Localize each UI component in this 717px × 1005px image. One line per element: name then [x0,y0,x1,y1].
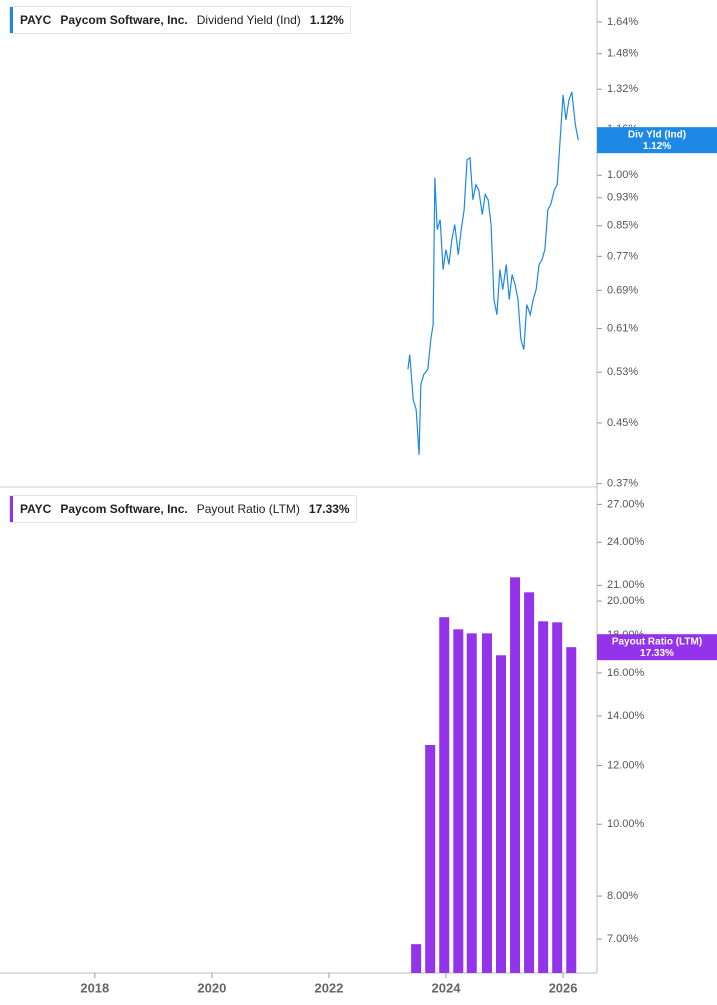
legend-title: Dividend Yield (Ind) [196,13,301,27]
y-tick-label: 21.00% [607,579,645,591]
y-tick-label: 0.85% [607,220,638,232]
company: Paycom Software, Inc. [60,502,188,516]
y-tick-label: 0.45% [607,417,638,429]
bar [466,633,477,973]
y-tick-label: 14.00% [607,710,645,722]
y-tick-label: 24.00% [607,536,645,548]
value-tag-box [597,634,717,661]
bar [496,655,507,973]
y-tick-label: 1.00% [607,169,638,181]
value-tag-value: 17.33% [640,648,674,659]
bar [453,629,464,973]
value-tag-label: Div Yld (Ind) [628,129,686,140]
value-tag-box [597,127,717,154]
current-value: 1.12% [309,13,344,27]
x-tick-label: 2026 [549,980,578,995]
value-tag-value: 1.12% [643,141,671,152]
value-tag: Payout Ratio (LTM)17.33% [597,634,717,661]
y-tick-label: 0.61% [607,322,638,334]
x-tick-label: 2024 [432,980,462,995]
company: Paycom Software, Inc. [60,13,188,27]
bar [411,944,422,973]
y-tick-label: 0.93% [607,192,638,204]
y-tick-label: 16.00% [607,667,645,679]
bar [552,622,563,973]
legend: PAYC Paycom Software, Inc. Dividend Yiel… [9,6,351,34]
current-value: 17.33% [308,502,350,516]
bar [524,592,535,973]
x-tick-label: 2022 [314,980,343,995]
bar [538,621,549,973]
y-tick-label: 20.00% [607,595,645,607]
y-tick-label: 0.69% [607,284,638,296]
y-tick-label: 0.37% [607,478,638,490]
y-tick-label: 1.48% [607,48,638,60]
bar [439,617,450,973]
bar [481,633,492,973]
y-tick-label: 27.00% [607,498,645,510]
ticker: PAYC [20,13,52,27]
y-tick-label: 1.64% [607,16,638,28]
value-tag-label: Payout Ratio (LTM) [612,636,702,647]
legend-title: Payout Ratio (LTM) [196,502,300,516]
legend: PAYC Paycom Software, Inc. Payout Ratio … [9,495,357,523]
value-tag: Div Yld (Ind)1.12% [597,127,717,154]
y-tick-label: 0.53% [607,366,638,378]
legend-accent [10,496,13,522]
y-tick-label: 0.77% [607,250,638,262]
line [407,91,579,455]
bar [510,577,521,973]
bar [566,647,577,973]
x-tick-label: 2018 [80,980,109,995]
y-tick-label: 1.32% [607,83,638,95]
bar [425,744,436,973]
y-tick-label: 8.00% [607,890,638,902]
y-tick-label: 12.00% [607,759,645,771]
ticker: PAYC [20,502,52,516]
y-tick-label: 7.00% [607,933,638,945]
x-tick-label: 2020 [197,980,226,995]
y-tick-label: 10.00% [607,818,645,830]
legend-accent [10,7,13,33]
